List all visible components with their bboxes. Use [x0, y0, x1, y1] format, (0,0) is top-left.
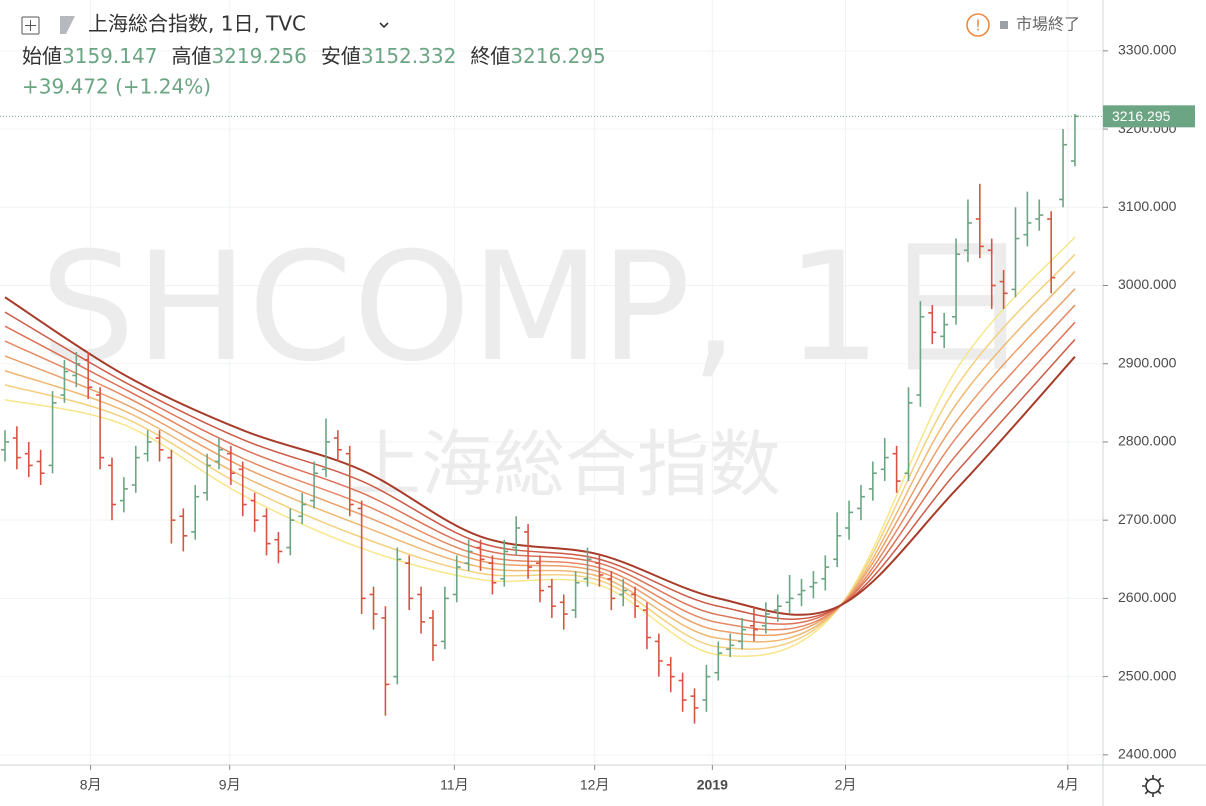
axes: 2400.000 2500.000 2600.000 2700.000 2800.000…	[80, 42, 1195, 793]
grid	[0, 0, 1103, 765]
close-label: 終値	[470, 44, 510, 68]
dropdown-icon[interactable]	[379, 22, 389, 29]
gear	[1145, 778, 1161, 794]
status-icon	[1000, 21, 1008, 29]
ohlc-header: 始値3159.147 高値3219.256 安値3152.332 終値3216.295	[22, 44, 606, 68]
low-label: 安値	[321, 44, 361, 68]
x-tick-label: 2019	[697, 777, 728, 793]
moving-average	[4, 304, 1076, 631]
alert-mark: !	[975, 17, 981, 35]
settings-icon[interactable]	[1142, 775, 1164, 797]
moving-average	[4, 321, 1076, 625]
alert-icon[interactable]	[966, 13, 990, 37]
moving-average	[4, 270, 1076, 643]
moving-average	[4, 288, 1076, 637]
x-tick-label: 2月	[835, 777, 857, 793]
y-tick-label: 2900.000	[1118, 354, 1177, 370]
x-tick-label: 4月	[1057, 777, 1079, 793]
moving-average	[4, 311, 1076, 620]
flag-icon	[60, 16, 75, 34]
moving-average	[4, 253, 1076, 650]
symbol-title[interactable]: 上海総合指数, 1日, TVC	[88, 12, 306, 36]
close-value: 3216.295	[510, 44, 605, 68]
change: +39.472 (+1.24%)	[22, 75, 211, 99]
watermark-name: 上海総合指数	[349, 423, 781, 507]
y-tick-label: 2700.000	[1118, 511, 1177, 527]
y-tick-label: 2600.000	[1118, 589, 1177, 605]
market-status: 市場終了	[1016, 15, 1080, 34]
last-price-box	[1103, 105, 1195, 128]
y-tick-label: 3000.000	[1118, 276, 1177, 292]
plot	[0, 114, 1103, 724]
watermark: SHCOMP, 1日	[40, 221, 1031, 395]
y-tick-label: 2500.000	[1118, 667, 1177, 683]
gear-teeth	[1142, 775, 1164, 797]
y-tick-label: 2800.000	[1118, 433, 1177, 449]
last-price-label: 3216.295	[1112, 108, 1171, 124]
low-value: 3152.332	[361, 44, 456, 68]
open-value: 3159.147	[62, 44, 157, 68]
moving-average	[4, 296, 1076, 616]
y-tick-label: 3100.000	[1118, 198, 1177, 214]
x-tick-label: 12月	[580, 777, 610, 793]
x-tick-label: 11月	[440, 777, 469, 793]
x-tick-label: 8月	[80, 777, 102, 793]
expand-icon[interactable]	[21, 16, 40, 35]
y-tick-label: 3300.000	[1118, 42, 1177, 58]
open-label: 始値	[22, 44, 62, 68]
y-tick-label: 2400.000	[1118, 746, 1177, 762]
high-label: 高値	[171, 44, 211, 68]
high-value: 3219.256	[211, 44, 306, 68]
moving-average	[4, 236, 1076, 657]
x-tick-label: 9月	[219, 777, 241, 793]
